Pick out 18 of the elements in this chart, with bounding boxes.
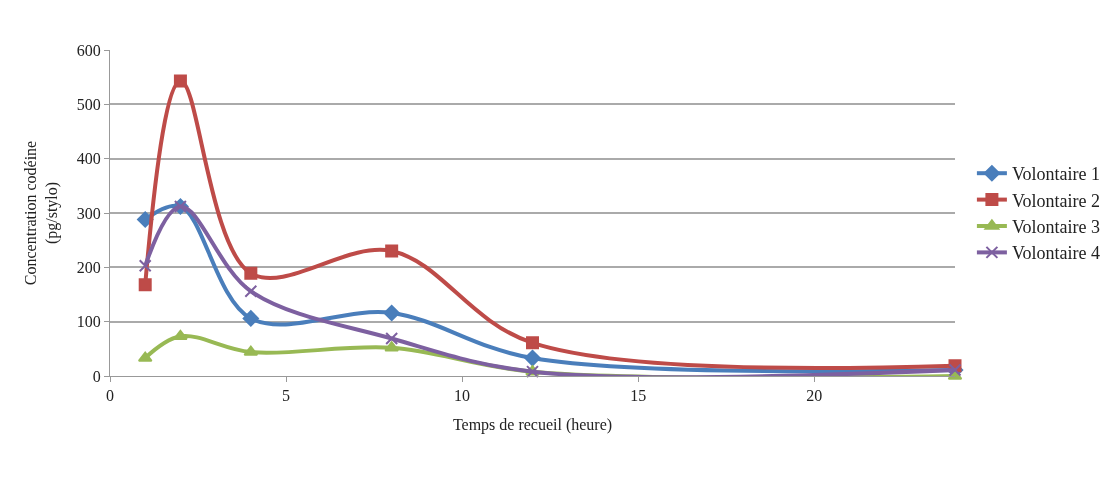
y-tick-label: 0 (92, 367, 101, 385)
x-tick-label: 15 (630, 387, 647, 405)
y-tick-label: 100 (76, 313, 101, 331)
x-tick-label: 5 (282, 387, 291, 405)
x-tick-label: 10 (454, 387, 471, 405)
legend-label: Volontaire 1 (1011, 164, 1101, 185)
legend-label: Volontaire 3 (1011, 217, 1101, 238)
y-tick-label: 200 (76, 258, 101, 276)
x-tick-label: 20 (806, 387, 823, 405)
x-axis-title: Temps de recueil (heure) (452, 415, 613, 434)
y-tick-label: 300 (76, 204, 101, 222)
y-axis-title: Concentration codéine (pg/stylo) (21, 140, 61, 286)
legend-label: Volontaire 2 (1011, 190, 1101, 211)
y-tick-label: 500 (76, 95, 101, 113)
x-tick-label: 0 (106, 387, 114, 405)
y-tick-label: 400 (76, 150, 101, 168)
legend-label: Volontaire 4 (1011, 243, 1101, 264)
y-tick-label: 600 (76, 41, 101, 59)
